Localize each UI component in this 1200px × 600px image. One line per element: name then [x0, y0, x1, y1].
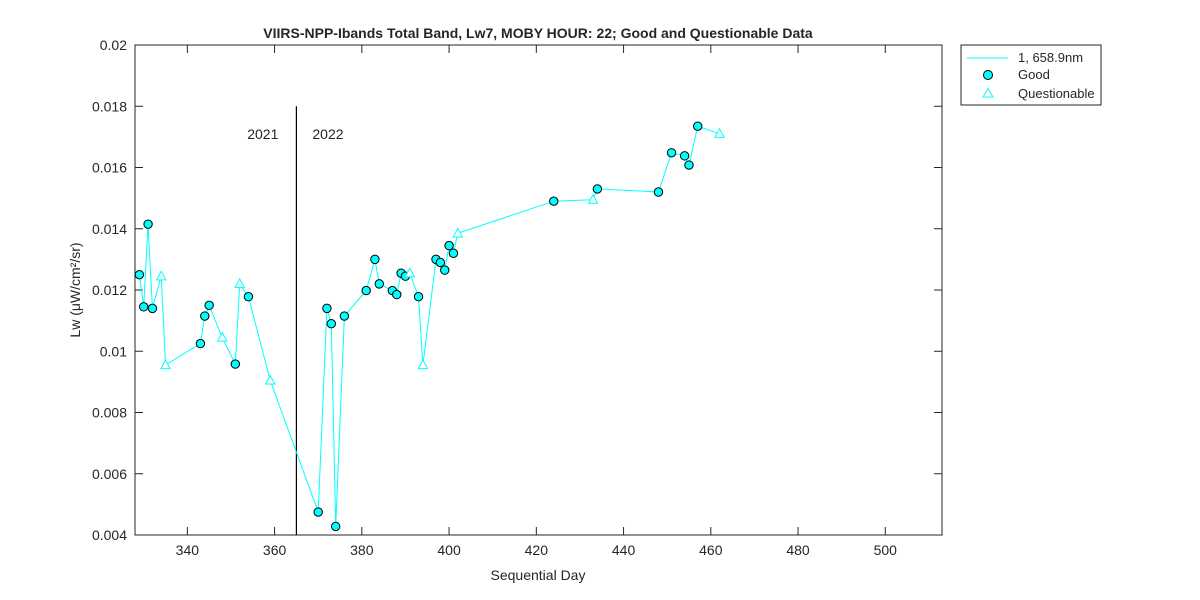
- good-point: [361, 285, 371, 296]
- good-point: [666, 148, 677, 158]
- good-point: [147, 303, 158, 314]
- year-label-left: 2021: [247, 126, 278, 142]
- y-tick-label: 0.008: [92, 405, 127, 421]
- axes: 340 360 380 400 420 440 460 480 500 0.004 0.006 0.0…: [92, 37, 942, 558]
- good-point: [684, 160, 694, 170]
- series: [134, 121, 725, 532]
- good-point: [448, 248, 459, 258]
- x-tick-label: 420: [525, 542, 549, 558]
- x-tick-label: 500: [874, 542, 898, 558]
- questionable-point: [216, 331, 228, 342]
- y-tick-label: 0.014: [92, 221, 127, 237]
- legend-good-marker: [983, 70, 993, 80]
- good-point: [444, 240, 454, 251]
- x-tick-label: 480: [786, 542, 810, 558]
- good-point: [413, 292, 424, 302]
- year-label-right: 2022: [312, 126, 343, 142]
- questionable-point: [155, 270, 167, 281]
- good-point: [204, 300, 214, 311]
- good-point: [435, 257, 446, 268]
- y-axis-label: Lw (μW/cm²/sr): [67, 242, 83, 337]
- good-point: [440, 265, 450, 275]
- good-point: [330, 521, 341, 532]
- questionable-point: [714, 127, 725, 138]
- y-tick-label: 0.016: [92, 160, 127, 176]
- good-point: [549, 196, 559, 206]
- good-point: [592, 184, 603, 194]
- good-point: [243, 292, 254, 302]
- x-tick-label: 360: [263, 542, 287, 558]
- questionable-point: [264, 374, 276, 385]
- y-tick-label: 0.012: [92, 282, 127, 298]
- good-point: [230, 359, 241, 369]
- y-tick-label: 0.006: [92, 466, 127, 482]
- good-point: [313, 507, 323, 517]
- legend-line-label: 1, 658.9nm: [1018, 50, 1083, 65]
- good-point: [693, 121, 703, 131]
- good-point: [392, 289, 402, 300]
- y-tick-label: 0.01: [100, 343, 127, 359]
- legend-questionable-marker: [982, 87, 994, 98]
- good-point: [374, 279, 384, 289]
- x-tick-label: 340: [176, 542, 200, 558]
- good-point: [139, 302, 149, 312]
- x-tick-label: 440: [612, 542, 636, 558]
- questionable-point: [587, 193, 599, 204]
- x-axis-label: Sequential Day: [491, 567, 586, 583]
- chart-title: VIIRS-NPP-Ibands Total Band, Lw7, MOBY H…: [263, 25, 813, 41]
- y-tick-label: 0.004: [92, 527, 127, 543]
- good-point: [134, 269, 145, 280]
- good-point: [143, 219, 153, 229]
- good-point: [326, 318, 336, 329]
- questionable-point: [452, 227, 464, 238]
- questionable-point: [404, 267, 416, 278]
- legend: 1, 658.9nm Good Questionable: [960, 44, 1102, 106]
- questionable-point: [234, 277, 246, 288]
- good-point: [679, 151, 690, 161]
- good-point: [200, 311, 210, 321]
- good-point: [339, 311, 350, 321]
- legend-questionable-label: Questionable: [1018, 86, 1095, 101]
- y-tick-label: 0.018: [92, 98, 127, 114]
- x-tick-label: 460: [699, 542, 723, 558]
- good-point: [653, 187, 664, 197]
- y-tick-label: 0.02: [100, 37, 127, 53]
- good-point: [370, 254, 380, 265]
- good-point: [195, 338, 206, 349]
- questionable-point: [160, 358, 171, 370]
- x-tick-label: 380: [350, 542, 374, 558]
- legend-good-label: Good: [1018, 67, 1050, 82]
- questionable-point: [417, 358, 429, 370]
- good-point: [322, 303, 332, 314]
- plot-area: [134, 44, 943, 536]
- x-tick-label: 400: [437, 542, 461, 558]
- year-divider: 2021 2022: [247, 106, 344, 535]
